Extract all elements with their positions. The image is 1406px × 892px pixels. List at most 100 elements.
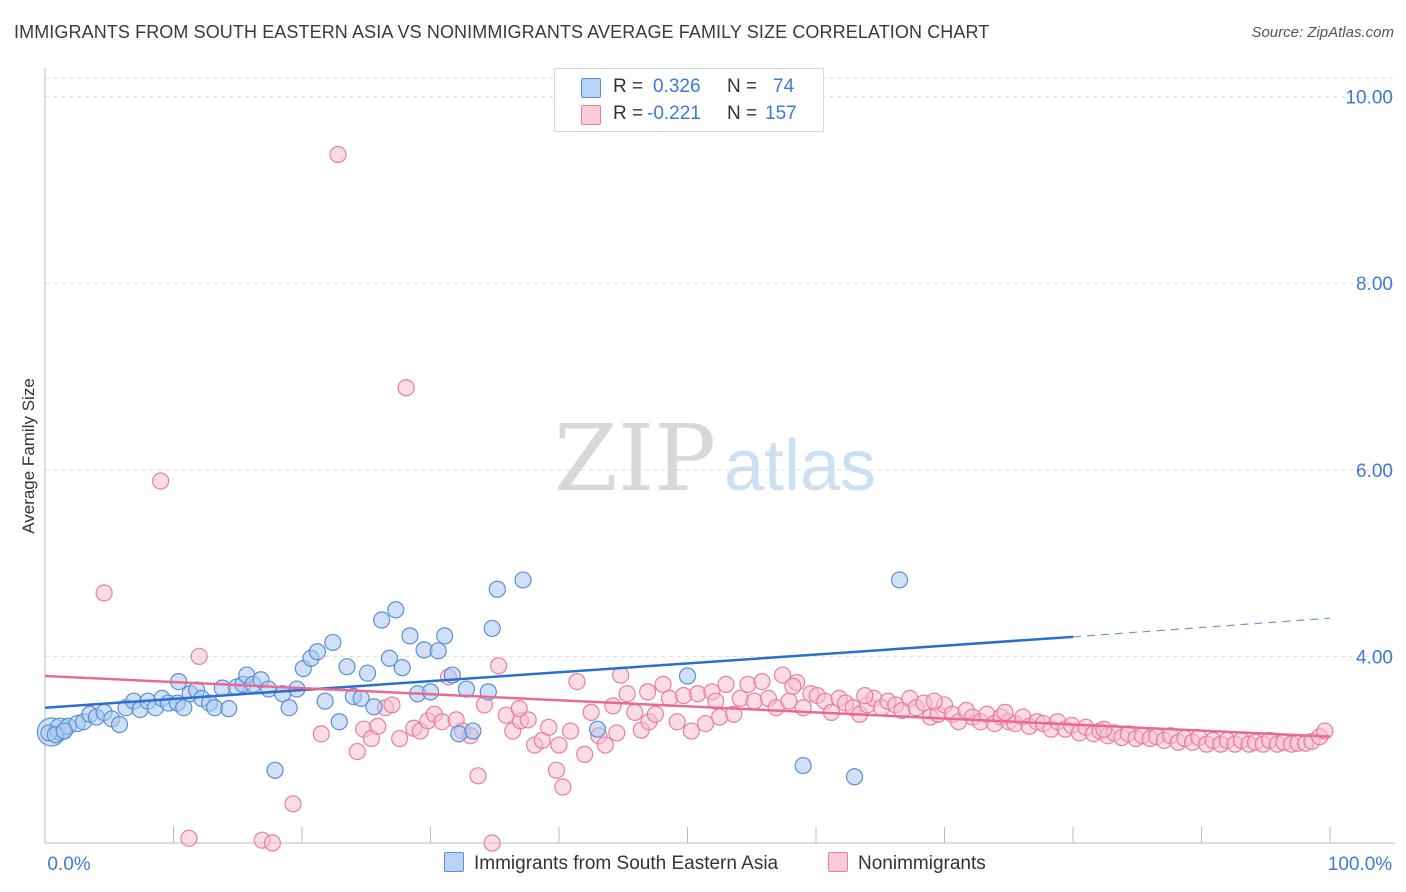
nonimmigrant-point [582, 703, 600, 721]
pink-swatch [581, 105, 601, 125]
y-tick-label: 10.00 [1345, 88, 1393, 109]
nonimmigrant-point [725, 705, 743, 723]
immigrant-point [678, 667, 697, 685]
nonimmigrant-point [180, 829, 198, 847]
nonimmigrant-point [794, 699, 812, 717]
nonimmigrant-point [433, 713, 451, 731]
nonimmigrant-point [675, 686, 693, 705]
immigrant-point [373, 611, 391, 629]
nonimmigrant-point [717, 675, 735, 694]
legend-label-nonimmigrants: Nonimmigrants [858, 853, 986, 874]
immigrant-point [55, 722, 73, 740]
chart-title: IMMIGRANTS FROM SOUTH EASTERN ASIA VS NO… [14, 22, 990, 42]
y-axis-label: Average Family Size [19, 378, 38, 534]
source-label: Source: ZipAtlas.com [1251, 24, 1394, 41]
r-value-nonimmigrants: -0.221 [647, 103, 701, 124]
nonimmigrant-point [547, 761, 566, 779]
nonimmigrant-point [152, 472, 170, 490]
tick-labels: 4.00 6.00 8.00 10.00 0.0% 100.0% [47, 88, 1393, 875]
y-tick-label: 6.00 [1356, 461, 1393, 482]
immigrant-point [266, 761, 284, 779]
nonimmigrant-point [284, 795, 302, 813]
n-label: N = [727, 103, 758, 124]
immigrant-point [308, 643, 327, 661]
watermark-zip: ZIP [554, 405, 716, 512]
nonimmigrant-point [707, 692, 725, 710]
immigrants-trend-line [44, 635, 1074, 709]
nonimmigrant-point [561, 722, 580, 740]
immigrant-point [483, 619, 501, 638]
nonimmigrant-point [784, 677, 802, 695]
n-label: N = [727, 76, 758, 97]
immigrant-point [358, 664, 377, 682]
immigrants-trend-extension [1072, 617, 1331, 638]
immigrant-point [514, 571, 532, 589]
immigrant-point [588, 720, 607, 738]
nonimmigrant-point [391, 729, 409, 748]
nonimmigrant-point [745, 692, 763, 710]
n-value-nonimmigrants: 157 [765, 103, 797, 124]
blue-swatch [581, 78, 601, 98]
nonimmigrant-point [626, 703, 644, 721]
legend-label-immigrants: Immigrants from South Eastern Asia [474, 853, 779, 874]
nonimmigrant-point [263, 834, 282, 852]
legend-item-nonimmigrants: Nonimmigrants [828, 852, 986, 875]
nonimmigrant-point [483, 834, 501, 852]
immigrant-point [436, 627, 454, 645]
nonimmigrant-point [618, 685, 636, 703]
x-tick-label-max: 100.0% [1328, 854, 1393, 875]
nonimmigrant-point [596, 736, 614, 754]
immigrant-point [794, 756, 812, 775]
nonimmigrant-point [576, 745, 594, 763]
nonimmigrant-point [190, 647, 208, 666]
immigrant-point [393, 659, 411, 677]
immigrant-point [890, 571, 909, 589]
nonimmigrant-point [646, 705, 664, 723]
nonimmigrant-point [550, 736, 568, 754]
nonimmigrant-point [668, 713, 686, 731]
blue-swatch [444, 852, 464, 872]
y-tick-label: 4.00 [1356, 647, 1393, 668]
r-value-immigrants: 0.326 [653, 76, 701, 97]
axes [44, 68, 1395, 844]
immigrant-point [401, 627, 419, 645]
immigrant-point [365, 698, 383, 716]
nonimmigrant-point [554, 778, 572, 796]
nonimmigrants-points [95, 145, 1334, 852]
nonimmigrant-point [348, 742, 366, 761]
immigrant-point [330, 713, 348, 731]
immigrant-point [324, 633, 342, 652]
nonimmigrant-point [510, 700, 528, 718]
nonimmigrant-point [608, 724, 626, 742]
nonimmigrant-point [312, 725, 330, 743]
nonimmigrant-point [773, 666, 792, 684]
nonimmigrant-point [540, 718, 558, 736]
r-label: R = [613, 103, 644, 124]
pink-swatch [828, 852, 848, 872]
nonimmigrant-point [925, 692, 943, 710]
x-tick-label-min: 0.0% [47, 854, 90, 875]
nonimmigrant-point [711, 708, 729, 726]
immigrant-point [338, 658, 356, 676]
nonimmigrant-point [383, 696, 401, 714]
nonimmigrant-point [568, 673, 586, 691]
nonimmigrant-point [996, 703, 1014, 721]
nonimmigrant-point [856, 686, 874, 705]
legend-item-immigrants: Immigrants from South Eastern Asia [444, 852, 778, 875]
immigrant-point [450, 725, 468, 743]
immigrant-point [421, 683, 440, 701]
nonimmigrant-point [739, 675, 757, 694]
immigrant-point [110, 715, 129, 734]
nonimmigrant-point [682, 722, 700, 740]
n-value-immigrants: 74 [773, 76, 795, 97]
nonimmigrant-point [329, 145, 347, 164]
stats-legend-row-nonimmigrants: R = -0.221 N = 157 [555, 101, 823, 127]
immigrants-points [36, 571, 909, 786]
nonimmigrant-point [689, 685, 707, 703]
immigrant-point [387, 601, 405, 619]
nonimmigrant-point [519, 711, 537, 729]
nonimmigrant-point [469, 767, 487, 785]
nonimmigrant-point [654, 675, 672, 694]
immigrant-point [380, 649, 398, 667]
immigrant-point [220, 700, 238, 718]
